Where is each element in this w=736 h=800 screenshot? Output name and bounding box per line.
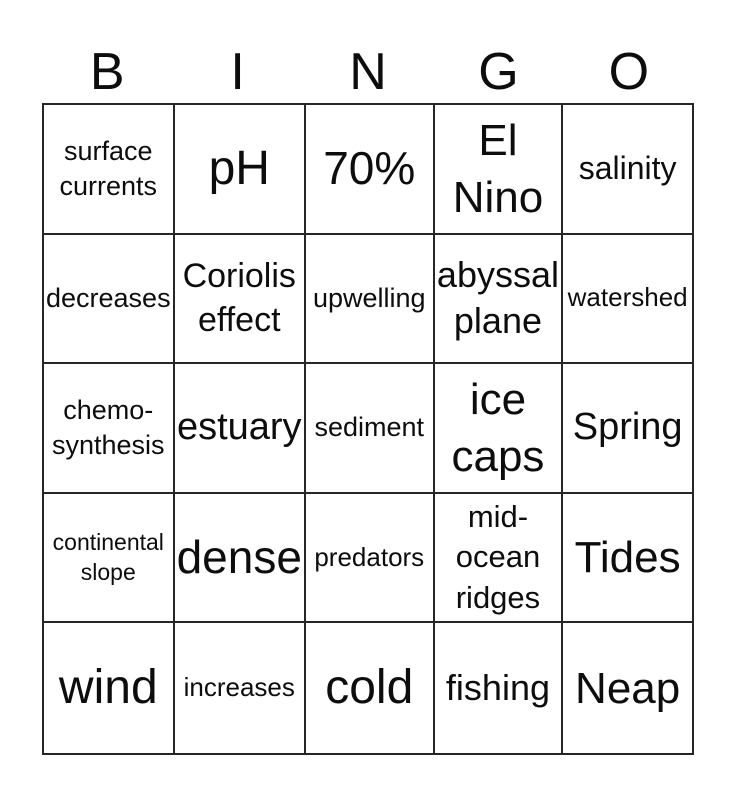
bingo-cell[interactable]: Spring bbox=[563, 364, 692, 494]
bingo-cell[interactable]: sediment bbox=[305, 364, 435, 494]
bingo-card: surface currents pH 70% El Nino salinity… bbox=[42, 103, 694, 755]
bingo-cell[interactable]: chemo- synthesis bbox=[44, 364, 175, 494]
bingo-cell[interactable]: wind bbox=[44, 623, 175, 753]
header-letter-b: B bbox=[89, 43, 125, 101]
header-letter-g: G bbox=[478, 43, 519, 101]
bingo-cell[interactable]: dense bbox=[174, 493, 306, 624]
bingo-cell[interactable]: estuary bbox=[174, 364, 306, 494]
bingo-cell[interactable]: continental slope bbox=[44, 493, 175, 624]
bingo-cell[interactable]: predators bbox=[305, 493, 435, 624]
bingo-cell[interactable]: ice caps bbox=[434, 364, 564, 494]
header-letter-n: N bbox=[349, 43, 387, 101]
bingo-cell[interactable]: decreases bbox=[44, 234, 175, 365]
bingo-header: B I N G O bbox=[42, 38, 694, 98]
bingo-cell[interactable]: abyssal plane bbox=[434, 234, 564, 365]
bingo-cell[interactable]: Neap bbox=[575, 663, 681, 713]
bingo-cell[interactable]: cold bbox=[306, 623, 435, 753]
bingo-cell[interactable]: mid- ocean ridges bbox=[434, 493, 564, 624]
bingo-cell[interactable]: increases bbox=[175, 623, 306, 753]
bingo-cell[interactable]: surface currents bbox=[44, 105, 175, 235]
bingo-cell[interactable]: fishing bbox=[435, 623, 564, 753]
bingo-cell[interactable]: salinity bbox=[563, 105, 692, 235]
header-letter-i: I bbox=[230, 43, 245, 101]
bingo-cell[interactable]: pH bbox=[174, 105, 306, 235]
bingo-cell[interactable]: watershed bbox=[563, 235, 692, 365]
header-letter-o: O bbox=[608, 43, 650, 101]
bingo-cell[interactable]: El Nino bbox=[434, 105, 564, 235]
bingo-cell[interactable]: Tides bbox=[563, 494, 692, 624]
bingo-cell[interactable]: upwelling bbox=[305, 234, 435, 365]
bingo-cell[interactable]: Coriolis effect bbox=[174, 234, 306, 365]
bingo-cell[interactable]: 70% bbox=[305, 105, 435, 235]
